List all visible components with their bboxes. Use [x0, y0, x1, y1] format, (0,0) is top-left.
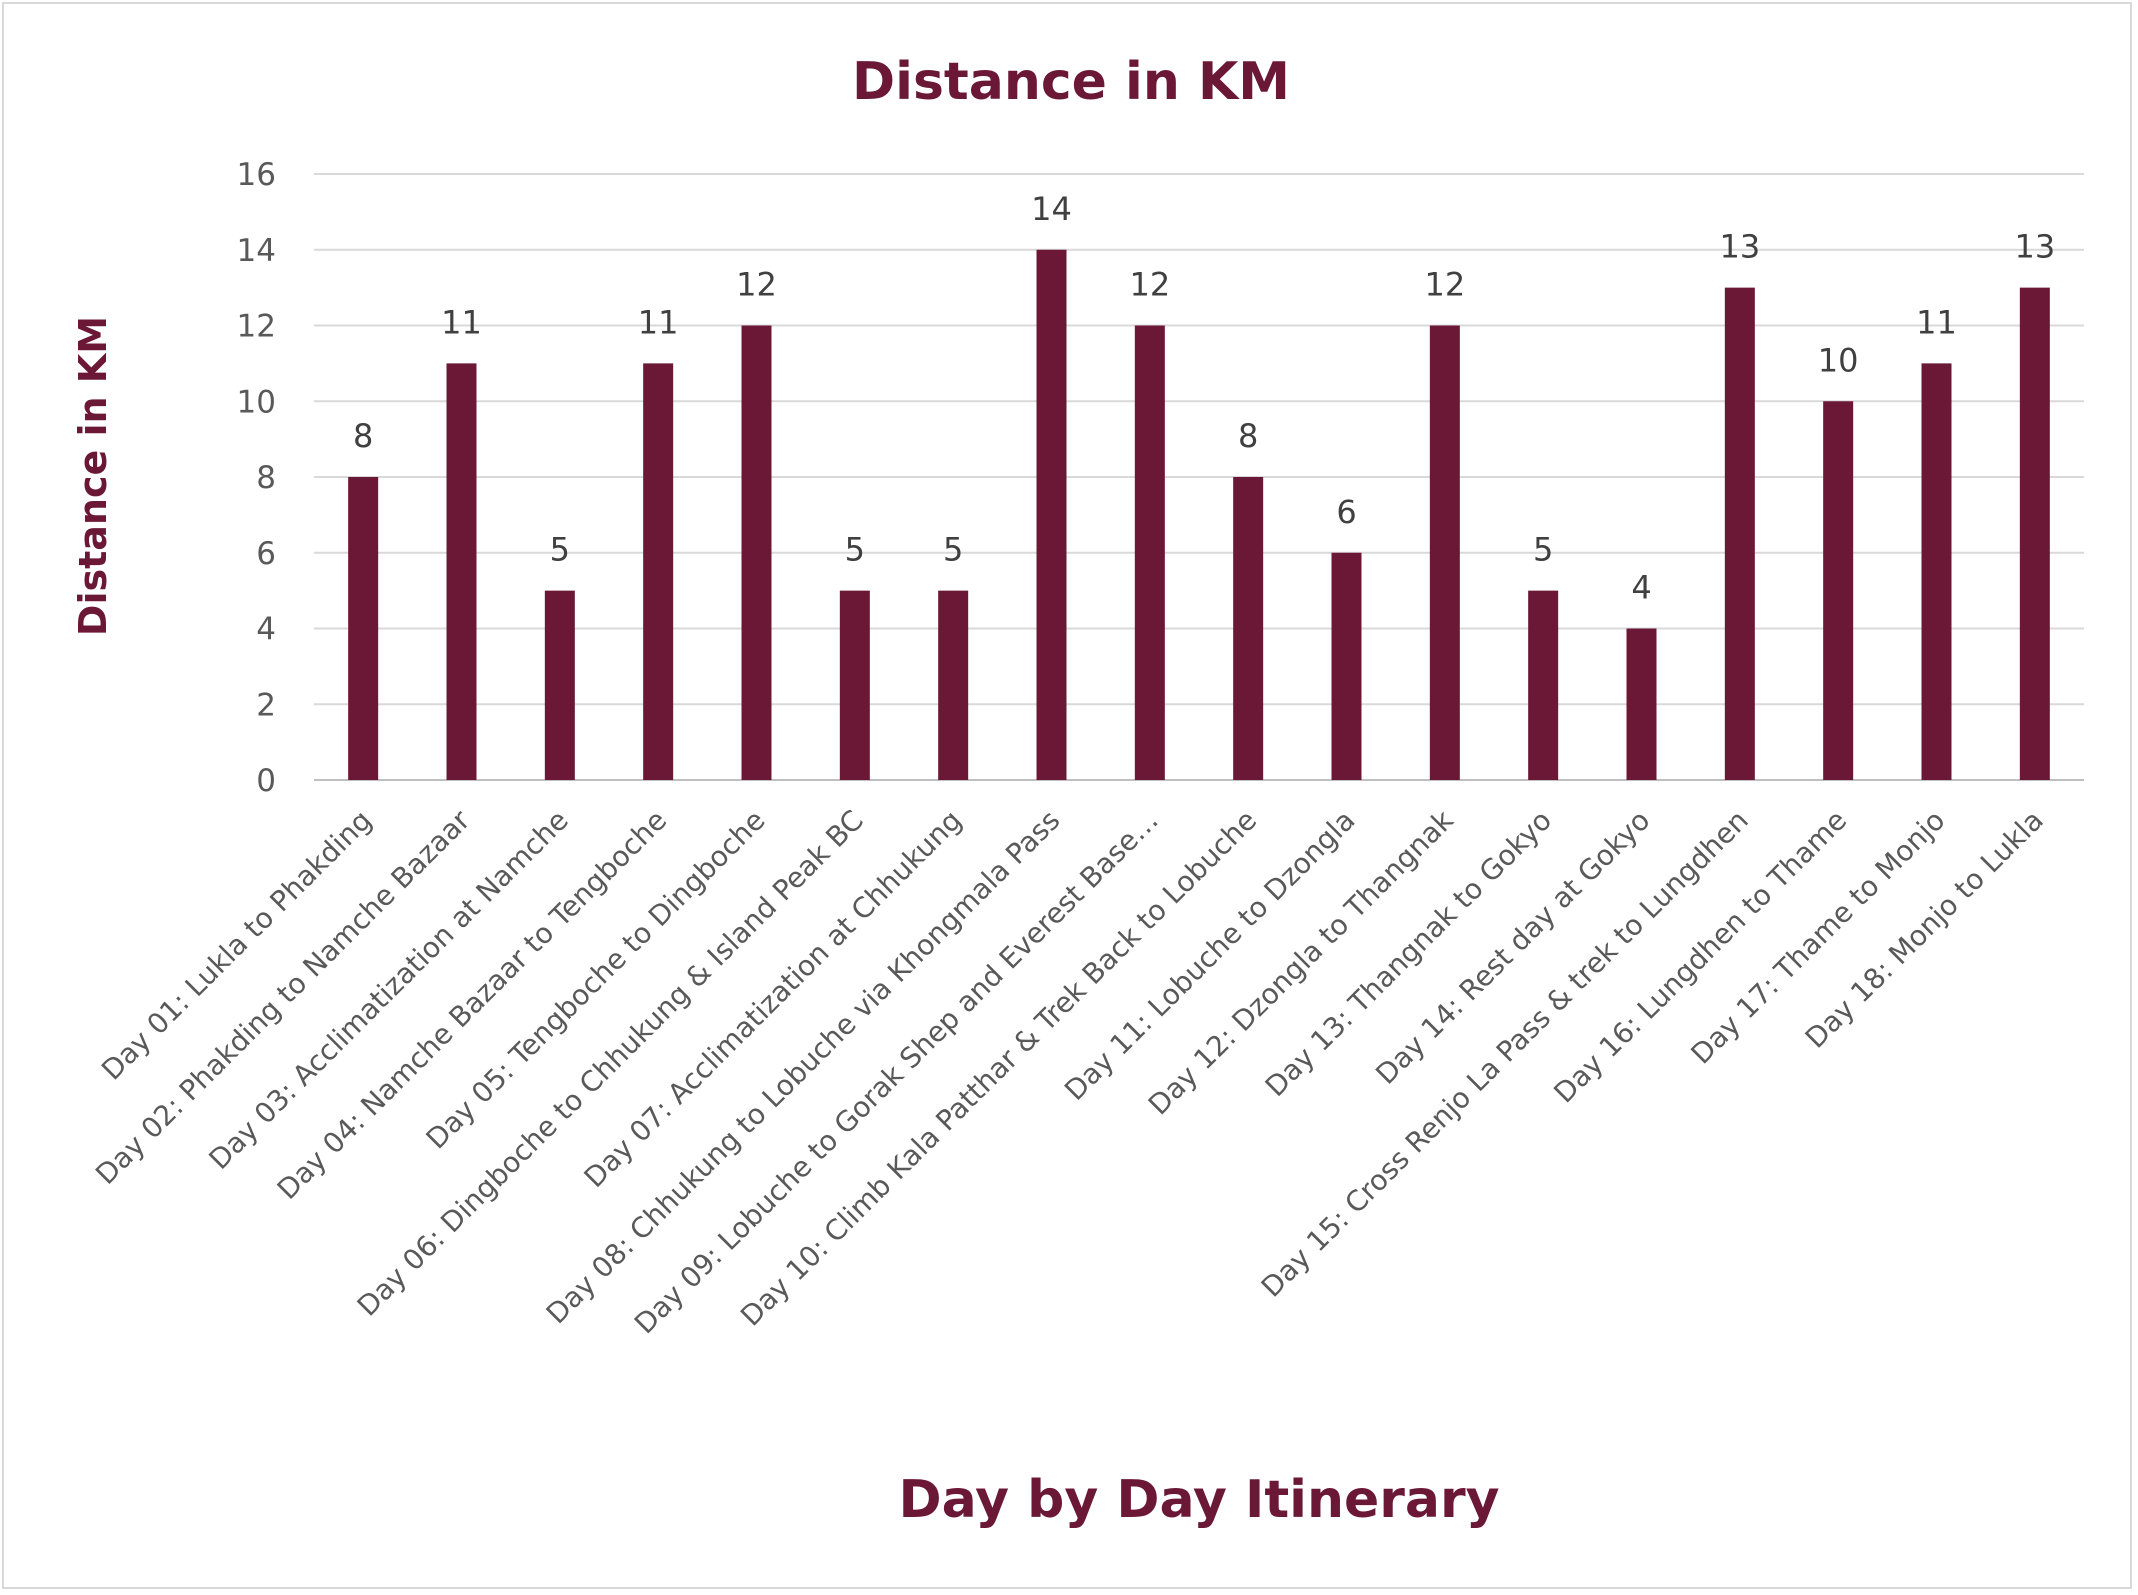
bar — [446, 363, 477, 780]
data-label: 12 — [1129, 266, 1170, 304]
y-tick-label: 14 — [237, 233, 276, 269]
bar — [1233, 477, 1264, 780]
bar — [741, 325, 772, 780]
bar — [1134, 325, 1165, 780]
data-label: 13 — [1719, 228, 1760, 266]
x-tick-label: Day 03: Acclimatization at Namche — [202, 804, 574, 1176]
data-label: 11 — [441, 303, 482, 341]
data-label: 12 — [736, 266, 777, 304]
data-label: 6 — [1336, 493, 1356, 531]
y-tick-label: 16 — [237, 157, 276, 193]
x-tick-label: Day 05: Tengboche to Dingboche — [420, 804, 772, 1156]
bar — [1036, 249, 1067, 780]
bar — [1331, 552, 1362, 780]
y-tick-label: 0 — [256, 763, 276, 799]
bar — [1724, 287, 1755, 780]
data-label: 10 — [1818, 341, 1859, 379]
bar — [839, 590, 870, 780]
bar — [1921, 363, 1952, 780]
y-tick-label: 8 — [256, 460, 276, 496]
data-label: 11 — [1916, 303, 1957, 341]
data-label: 5 — [845, 531, 865, 569]
gridlines — [314, 173, 2084, 781]
data-label: 8 — [353, 417, 373, 455]
bar — [1626, 628, 1657, 780]
x-tick-label: Day 02: Phakding to Namche Bazaar — [89, 803, 477, 1191]
y-axis-ticks: 0 2 4 6 8 10 12 14 16 — [237, 157, 276, 799]
data-label: 14 — [1031, 190, 1072, 228]
data-label: 5 — [550, 531, 570, 569]
data-label: 12 — [1424, 266, 1465, 304]
data-labels: 8 11 5 11 12 5 5 14 12 8 6 12 5 4 13 10 11 13 — [353, 190, 2055, 607]
bars — [348, 249, 2050, 780]
chart-title: Distance in KM — [852, 52, 1290, 112]
bar — [2019, 287, 2050, 780]
data-label: 4 — [1631, 569, 1651, 607]
bar-chart: Distance in KM Distance in KM Day by Day… — [71, 52, 2084, 1530]
bar — [1429, 325, 1460, 780]
y-tick-label: 10 — [237, 384, 276, 420]
y-tick-label: 2 — [256, 687, 276, 723]
x-axis-title: Day by Day Itinerary — [898, 1470, 1499, 1530]
bar — [1823, 401, 1854, 780]
bar — [643, 363, 674, 780]
y-axis-title: Distance in KM — [71, 316, 115, 636]
bar — [348, 477, 379, 780]
data-label: 5 — [943, 531, 963, 569]
data-label: 13 — [2014, 228, 2055, 266]
y-tick-label: 12 — [237, 309, 276, 345]
data-label: 11 — [638, 303, 679, 341]
y-tick-label: 4 — [256, 612, 276, 648]
data-label: 5 — [1533, 531, 1553, 569]
data-label: 8 — [1238, 417, 1258, 455]
y-tick-label: 6 — [256, 536, 276, 572]
bar — [1528, 590, 1559, 780]
bar — [938, 590, 969, 780]
bar — [544, 590, 575, 780]
